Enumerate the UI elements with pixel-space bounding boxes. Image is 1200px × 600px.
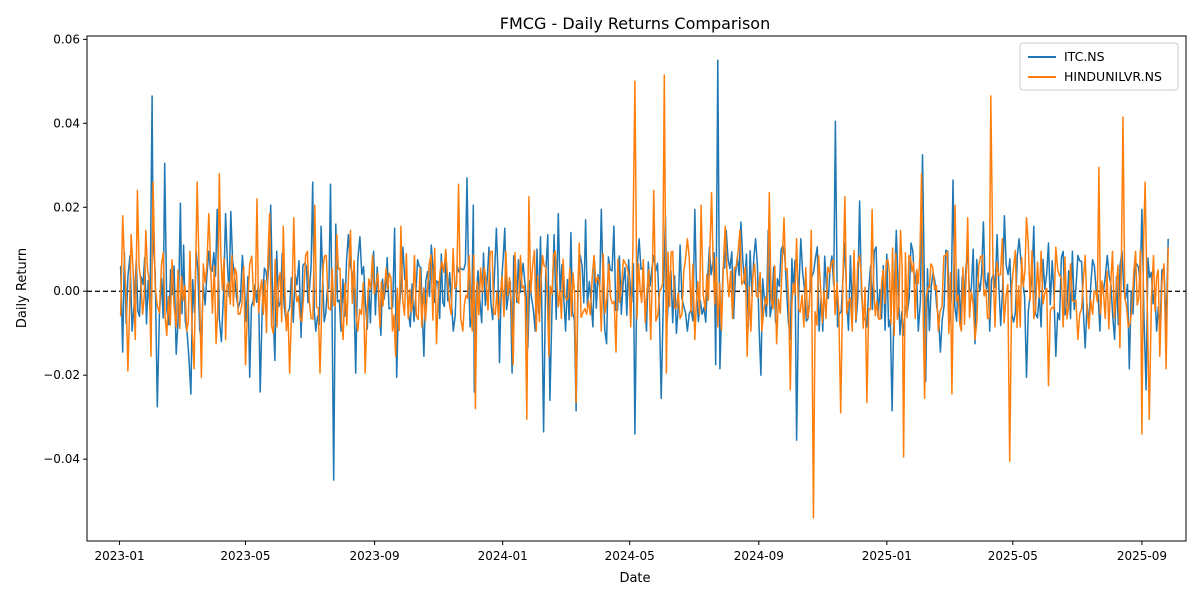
x-tick-label: 2025-09 (1117, 549, 1167, 563)
x-tick-label: 2023-05 (220, 549, 270, 563)
y-tick-label: 0.00 (53, 284, 80, 298)
x-tick-label: 2025-01 (862, 549, 912, 563)
x-axis-label: Date (619, 571, 650, 586)
legend-label-itc: ITC.NS (1064, 49, 1105, 64)
y-tick-label: 0.06 (53, 32, 80, 46)
y-axis: −0.04 −0.02 0.00 0.02 0.04 0.06 (43, 32, 87, 466)
x-tick-label: 2023-01 (94, 549, 144, 563)
x-tick-label: 2024-05 (605, 549, 655, 563)
y-axis-label: Daily Return (15, 248, 30, 328)
x-axis: 2023-01 2023-05 2023-09 2024-01 2024-05 2024-… (94, 541, 1167, 563)
y-tick-label: 0.04 (53, 116, 80, 130)
x-tick-label: 2023-09 (350, 549, 400, 563)
y-tick-label: −0.02 (43, 368, 80, 382)
series-line-0 (119, 59, 1169, 481)
x-tick-label: 2024-01 (478, 549, 528, 563)
y-tick-label: 0.02 (53, 200, 80, 214)
legend-label-hindunilvr: HINDUNILVR.NS (1064, 69, 1162, 84)
x-tick-label: 2024-09 (734, 549, 784, 563)
y-tick-label: −0.04 (43, 452, 80, 466)
series-line-1 (119, 74, 1169, 519)
plot-frame (86, 35, 1187, 542)
legend: ITC.NS HINDUNILVR.NS (1019, 42, 1179, 91)
legend-box (1019, 42, 1179, 91)
series-layer (119, 59, 1169, 519)
chart-title: FMCG - Daily Returns Comparison (500, 14, 770, 33)
x-tick-label: 2025-05 (988, 549, 1038, 563)
